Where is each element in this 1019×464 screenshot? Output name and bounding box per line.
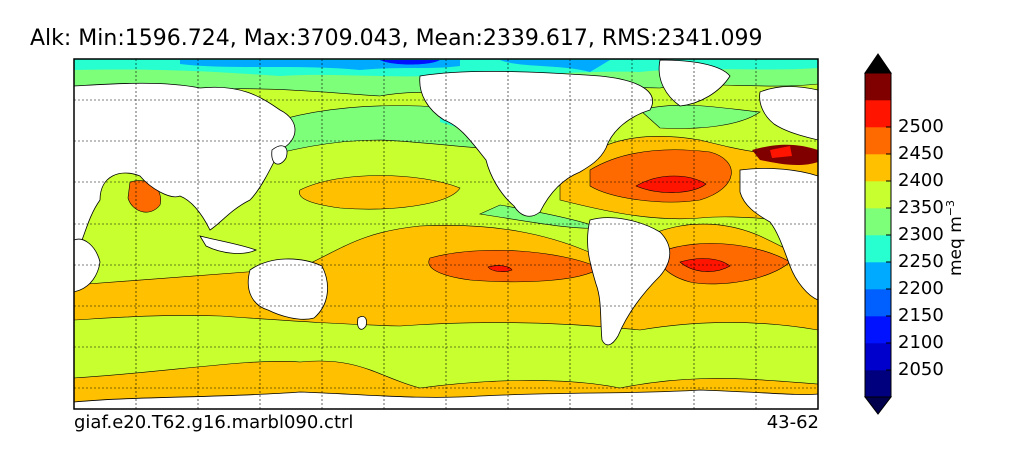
colorbar-extend-high (864, 53, 892, 74)
colorbar-band (865, 370, 891, 398)
colorbar-band (865, 100, 891, 128)
colorbar-tick-label: 2300 (898, 224, 944, 245)
arctic-blue-3 (380, 60, 440, 65)
colorbar-band (865, 73, 891, 101)
colorbar-band (865, 343, 891, 371)
colorbar-band (865, 235, 891, 263)
colorbar-tick-label: 2400 (898, 170, 944, 191)
colorbar-tick-label: 2100 (898, 332, 944, 353)
graticule (74, 59, 818, 409)
colorbar-tick-label: 2050 (898, 359, 944, 380)
land-new-zealand (357, 316, 367, 330)
land-africa-west (739, 168, 818, 301)
subpolar-north-atlantic (639, 104, 761, 129)
colorbar-tick-label: 2350 (898, 197, 944, 218)
arctic-blue-2 (500, 60, 610, 72)
colorbar-tick-label: 2500 (898, 116, 944, 137)
land-indonesia (199, 235, 258, 254)
map-frame (73, 58, 819, 410)
land-north-america (419, 70, 653, 217)
south-pacific-max (487, 265, 513, 272)
colorbar-tick-label: 2250 (898, 251, 944, 272)
north-pacific-gyre (299, 175, 461, 210)
land-south-america (587, 217, 671, 346)
colorbar-tick-label: 2150 (898, 305, 944, 326)
colorbar-extend-low (863, 396, 893, 415)
land-greenland (658, 59, 731, 107)
colorbar-band (865, 289, 891, 317)
units-exponent: −3 (944, 200, 958, 217)
land-eurasia (74, 82, 296, 241)
units-base: meq m (945, 216, 966, 276)
colorbar (863, 53, 893, 415)
colorbar-band (865, 208, 891, 236)
south-pacific-gyre (428, 249, 601, 283)
south-atlantic-max (679, 258, 731, 272)
colorbar-bands (865, 73, 891, 398)
land-australia (247, 258, 328, 320)
colorbar-tick-label: 2200 (898, 278, 944, 299)
run-name-label: giaf.e20.T62.g16.marbl090.ctrl (74, 412, 354, 433)
colorbar-tick-label: 2450 (898, 143, 944, 164)
colorbar-band (865, 154, 891, 182)
plot-title: Alk: Min:1596.724, Max:3709.043, Mean:23… (30, 26, 763, 51)
colorbar-band (865, 181, 891, 209)
colorbar-band (865, 316, 891, 344)
land-japan (271, 145, 288, 165)
colorbar-tick-marks (886, 126, 891, 371)
sargasso-max (635, 175, 707, 193)
years-label: 43-62 (766, 412, 819, 433)
colorbar-band (865, 262, 891, 290)
colorbar-units-label: meq m−3 (944, 200, 966, 276)
alkalinity-field (74, 59, 818, 409)
colorbar-band (865, 127, 891, 155)
mediterranean-edge (770, 146, 792, 158)
land-africa-east (74, 238, 101, 293)
